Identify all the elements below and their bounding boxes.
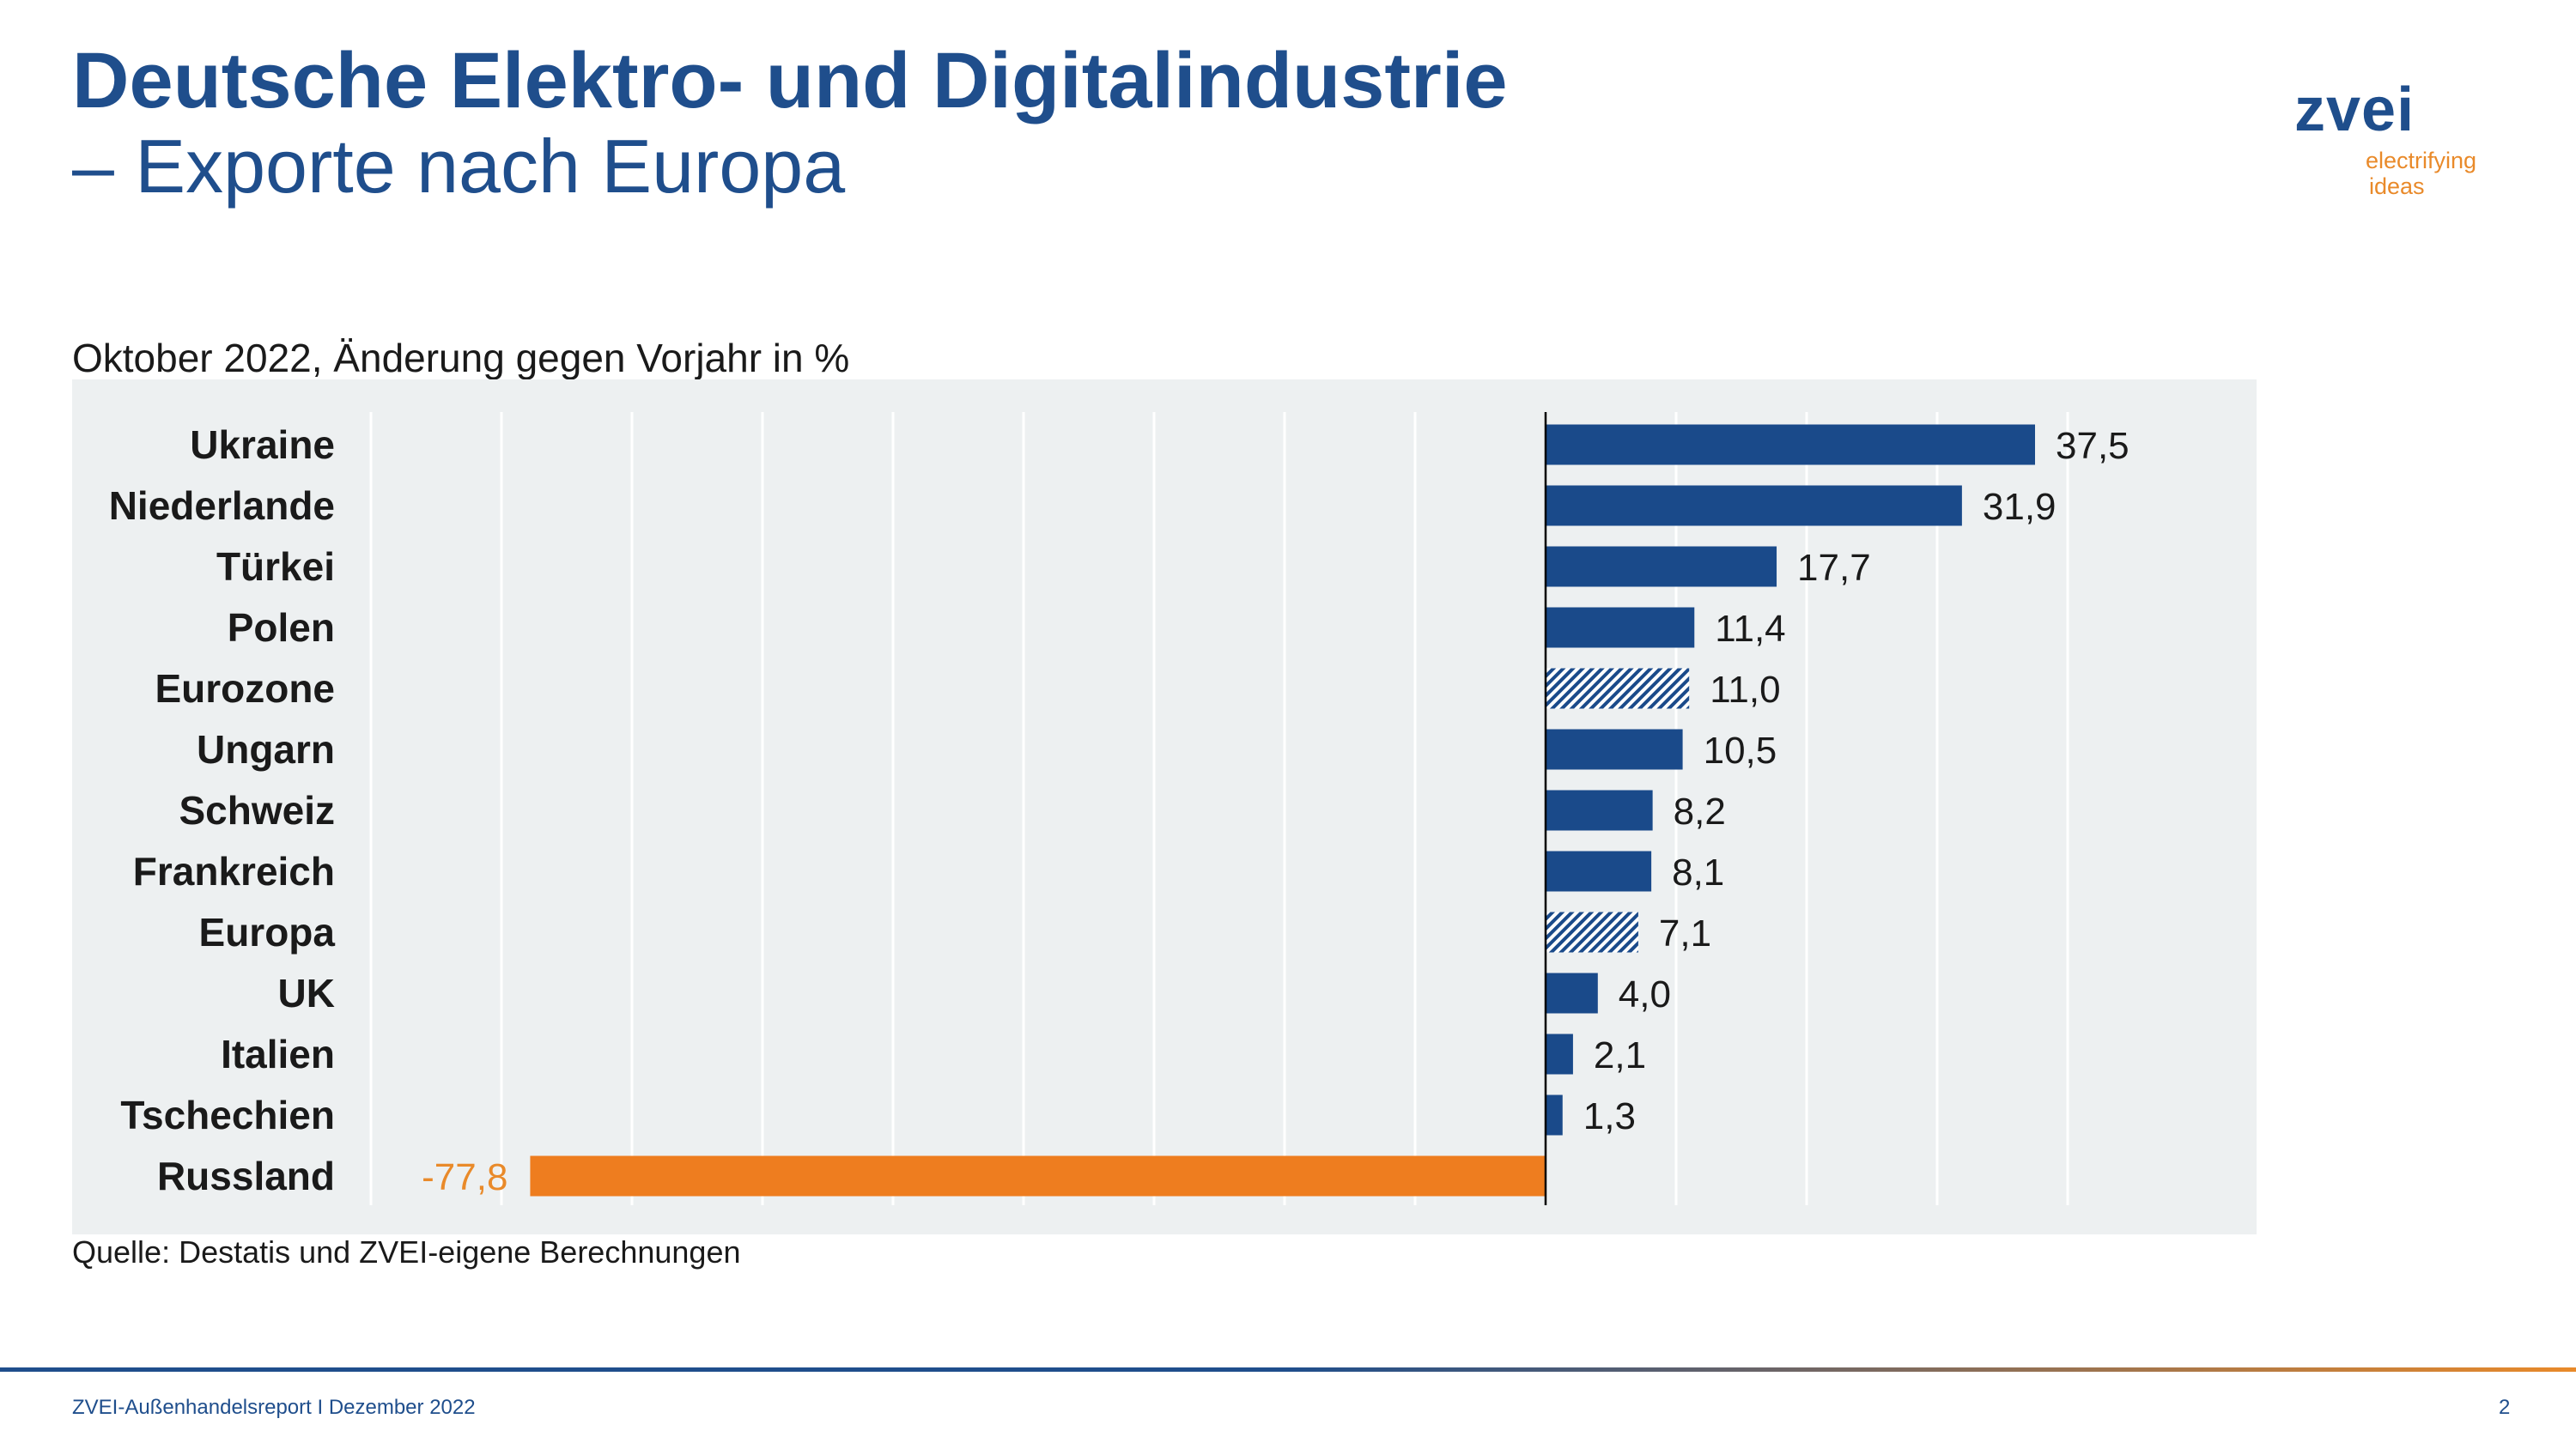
bar-eurozone bbox=[1546, 668, 1690, 709]
value-label: 17,7 bbox=[1797, 547, 1871, 589]
page-number: 2 bbox=[2499, 1396, 2511, 1419]
bar-russland bbox=[530, 1155, 1546, 1197]
zvei-logo: zvei electrifying ideas bbox=[2287, 79, 2494, 208]
category-label: Schweiz bbox=[179, 788, 335, 833]
bar-schweiz bbox=[1546, 790, 1653, 831]
bar-ukraine bbox=[1546, 424, 2035, 465]
bar-europa bbox=[1546, 912, 1638, 953]
category-label: Türkei bbox=[216, 544, 335, 589]
value-label: 2,1 bbox=[1594, 1034, 1646, 1076]
value-label: 1,3 bbox=[1583, 1095, 1636, 1137]
category-label: Ungarn bbox=[197, 727, 335, 772]
labels: Ukraine 37,5 Niederlande 31,9 Türkei 17,7 Pole… bbox=[109, 422, 2129, 1198]
footer-divider bbox=[0, 1367, 2576, 1372]
bar-uk bbox=[1546, 973, 1598, 1014]
bar-tschechien bbox=[1546, 1094, 1563, 1136]
gridlines bbox=[369, 412, 2069, 1205]
value-label: -77,8 bbox=[422, 1156, 507, 1198]
category-label: Eurozone bbox=[155, 666, 335, 711]
page-subtitle: – Exporte nach Europa bbox=[72, 124, 846, 209]
bar-polen bbox=[1546, 607, 1695, 648]
value-label: 8,2 bbox=[1674, 791, 1726, 833]
category-label: Niederlande bbox=[109, 483, 335, 528]
logo-tagline-2: ideas bbox=[2369, 173, 2425, 199]
category-label: Russland bbox=[157, 1154, 335, 1198]
logo-wordmark: zvei bbox=[2294, 76, 2415, 144]
value-label: 37,5 bbox=[2056, 425, 2129, 467]
bar-chart: Ukraine 37,5 Niederlande 31,9 Türkei 17,7 Pole… bbox=[109, 412, 2129, 1205]
category-label: Polen bbox=[228, 605, 335, 650]
category-label: Frankreich bbox=[133, 849, 335, 894]
value-label: 11,4 bbox=[1715, 608, 1785, 650]
bar-niederlande bbox=[1546, 485, 1962, 526]
value-label: 31,9 bbox=[1983, 486, 2057, 528]
bar-türkei bbox=[1546, 546, 1777, 587]
footer-report-title: ZVEI-Außenhandelsreport I Dezember 2022 bbox=[72, 1396, 476, 1419]
bars bbox=[530, 412, 2035, 1205]
value-label: 11,0 bbox=[1710, 669, 1780, 711]
chart-subtitle: Oktober 2022, Änderung gegen Vorjahr in … bbox=[72, 336, 850, 380]
value-label: 7,1 bbox=[1659, 912, 1711, 955]
category-label: UK bbox=[278, 971, 335, 1016]
logo-tagline-1: electrifying bbox=[2366, 148, 2477, 173]
bar-italien bbox=[1546, 1034, 1573, 1075]
value-label: 10,5 bbox=[1704, 730, 1777, 772]
bar-frankreich bbox=[1546, 851, 1652, 892]
category-label: Europa bbox=[199, 910, 336, 955]
source-note: Quelle: Destatis und ZVEI-eigene Berechn… bbox=[72, 1234, 741, 1270]
value-label: 8,1 bbox=[1672, 852, 1724, 894]
category-label: Tschechien bbox=[120, 1093, 335, 1137]
bar-ungarn bbox=[1546, 729, 1683, 770]
category-label: Ukraine bbox=[190, 422, 335, 467]
category-label: Italien bbox=[221, 1032, 335, 1076]
chart-area: Ukraine 37,5 Niederlande 31,9 Türkei 17,7 Pole… bbox=[72, 379, 2257, 1234]
page-title: Deutsche Elektro- und Digitalindustrie bbox=[72, 37, 1508, 124]
value-label: 4,0 bbox=[1619, 973, 1671, 1016]
